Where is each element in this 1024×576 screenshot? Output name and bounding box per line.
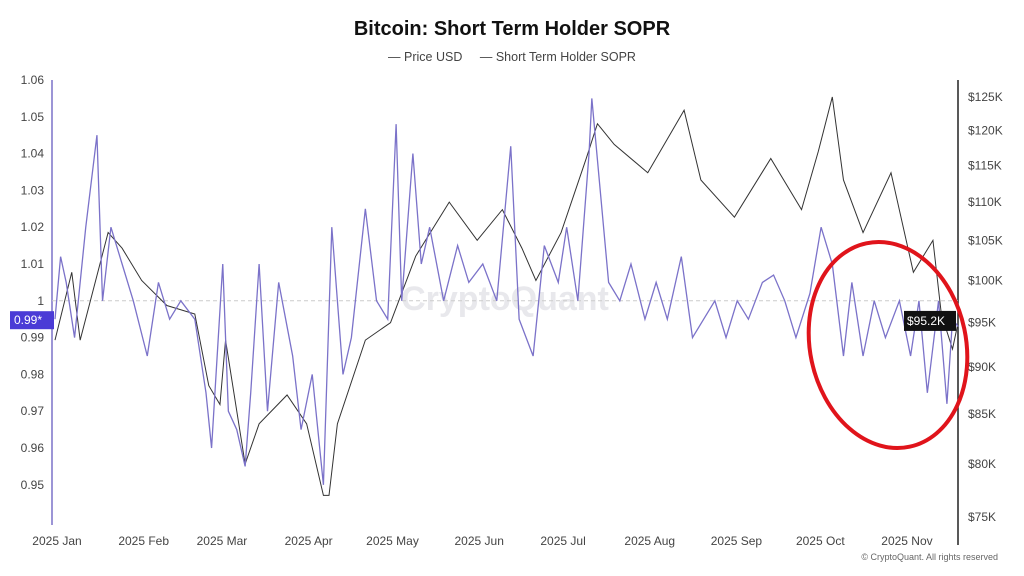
y-right-tick: $125K	[968, 90, 1003, 104]
x-tick: 2025 Nov	[881, 534, 932, 548]
x-tick: 2025 Jun	[455, 534, 504, 548]
y-left-tick: 0.98	[21, 367, 45, 381]
y-right-tick: $90K	[968, 360, 996, 374]
watermark: CryptoQuant	[401, 280, 609, 318]
x-tick: 2025 Aug	[624, 534, 675, 548]
chart-title: Bitcoin: Short Term Holder SOPR	[353, 18, 671, 40]
sopr-current-label: 0.99*	[14, 313, 42, 327]
x-tick: 2025 Jul	[540, 534, 585, 548]
y-right-tick: $120K	[968, 124, 1003, 138]
y-right-tick: $100K	[968, 273, 1003, 287]
y-left-tick: 1.01	[21, 257, 45, 271]
y-right-tick: $105K	[968, 233, 1003, 247]
x-tick: 2025 Feb	[118, 534, 169, 548]
legend: — Price USD — Short Term Holder SOPR	[0, 50, 1024, 64]
x-tick: 2025 Jan	[32, 534, 81, 548]
x-tick: 2025 Apr	[285, 534, 333, 548]
credit: © CryptoQuant. All rights reserved	[861, 552, 998, 562]
x-tick: 2025 Mar	[197, 534, 248, 548]
x-tick: 2025 Sep	[711, 534, 763, 548]
sopr-current-badge	[10, 311, 54, 330]
y-right-tick: $75K	[968, 510, 996, 524]
y-left-tick: 0.95	[21, 478, 45, 492]
legend-sopr[interactable]: — Short Term Holder SOPR	[479, 50, 636, 64]
x-tick: 2025 Oct	[796, 534, 845, 548]
y-right-tick: $85K	[968, 407, 996, 421]
price-line	[54, 96, 959, 496]
annotation-circle	[806, 239, 970, 451]
y-right-tick: $115K	[968, 159, 1002, 173]
y-left-tick: 1.03	[21, 183, 45, 197]
y-left-tick: 1.06	[21, 73, 45, 87]
y-left-tick: 0.99	[21, 331, 45, 345]
y-left-tick: 0.96	[21, 441, 45, 455]
y-left-tick: 1.04	[21, 147, 45, 161]
y-left-tick: 1.05	[21, 110, 45, 124]
x-tick: 2025 May	[366, 534, 419, 548]
y-left-tick: 1	[37, 294, 44, 308]
y-right-tick: $95K	[968, 316, 996, 330]
price-current-badge	[904, 310, 956, 331]
y-right-tick: $80K	[968, 457, 996, 471]
price-current-label: $95.2K	[907, 314, 945, 328]
y-left-tick: 1.02	[21, 220, 45, 234]
sopr-line	[54, 98, 959, 485]
legend-price[interactable]: — Price USD	[388, 50, 463, 64]
y-right-tick: $110K	[968, 195, 1002, 209]
y-left-tick: 0.97	[21, 404, 45, 418]
